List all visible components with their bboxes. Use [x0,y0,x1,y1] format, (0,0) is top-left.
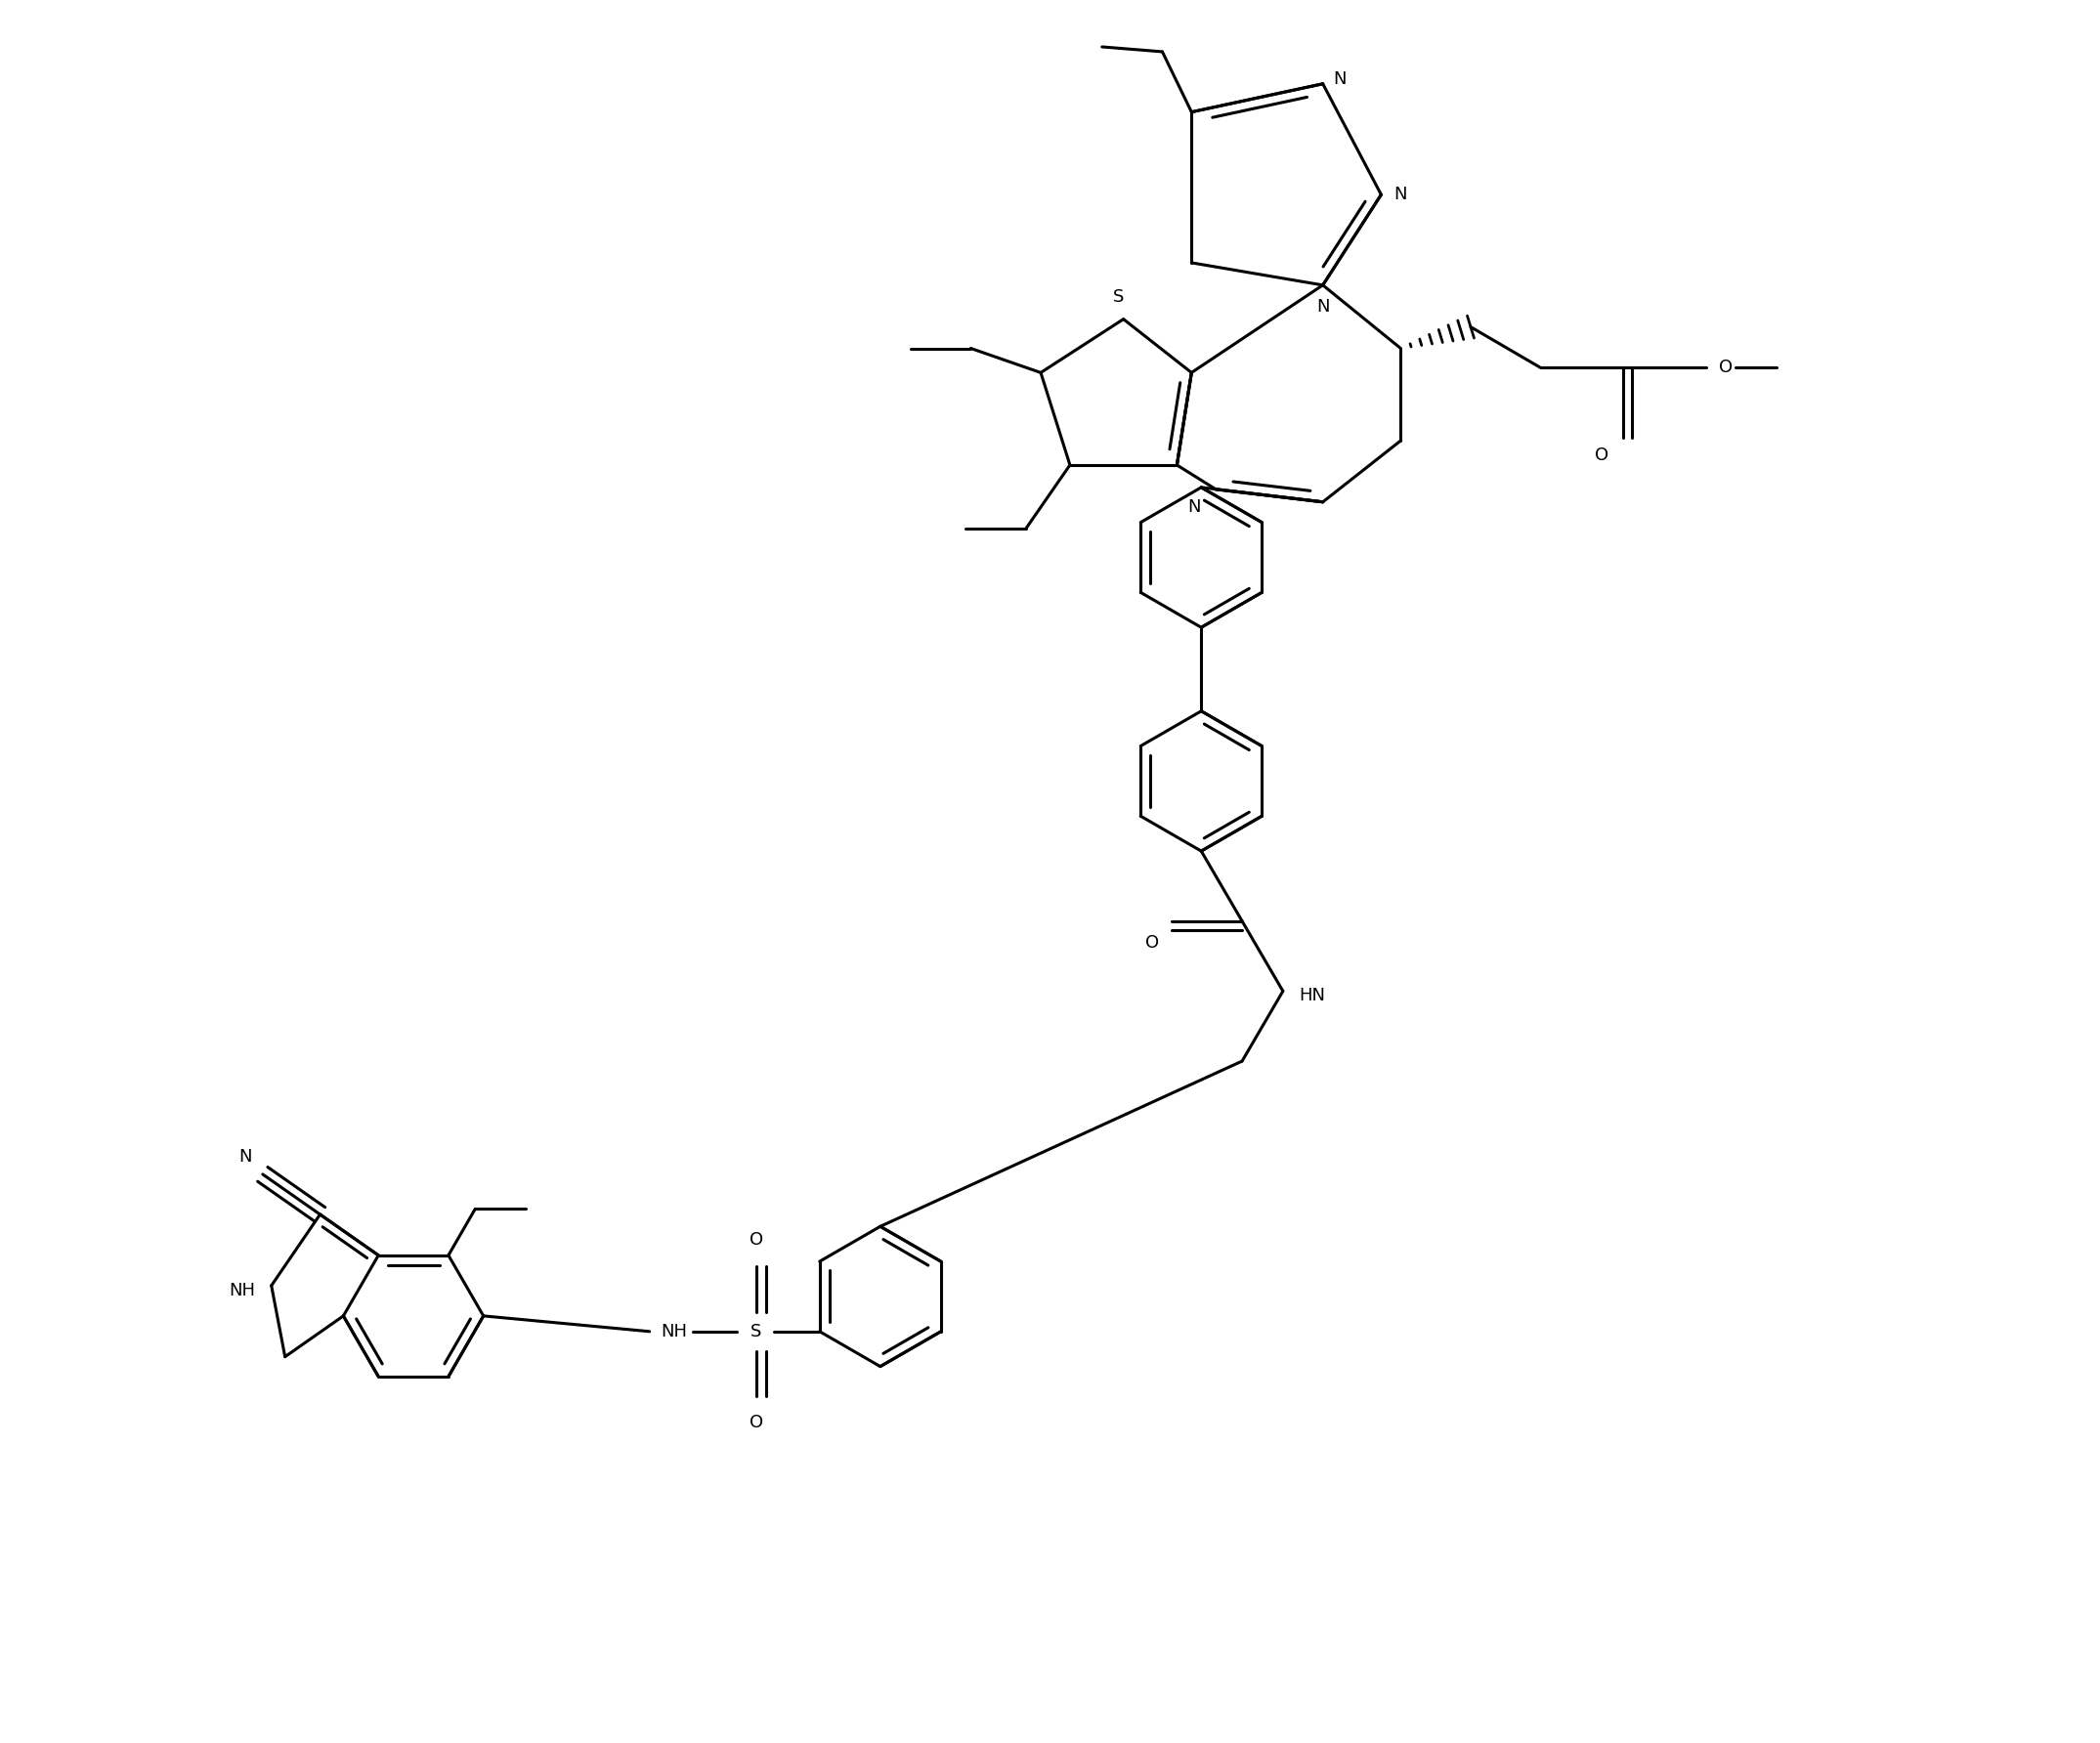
Text: NH: NH [662,1323,687,1340]
Text: NH: NH [229,1281,256,1299]
Text: S: S [752,1323,762,1340]
Text: N: N [1334,70,1346,87]
Text: N: N [1317,298,1329,315]
Text: N: N [1394,187,1407,204]
Text: O: O [1718,359,1732,376]
Text: N: N [1189,498,1201,516]
Text: HN: HN [1300,987,1325,1004]
Text: S: S [1113,288,1124,305]
Text: O: O [1596,446,1609,464]
Text: N: N [239,1149,252,1166]
Text: O: O [750,1414,762,1431]
Text: O: O [750,1231,762,1248]
Text: O: O [1147,934,1159,952]
